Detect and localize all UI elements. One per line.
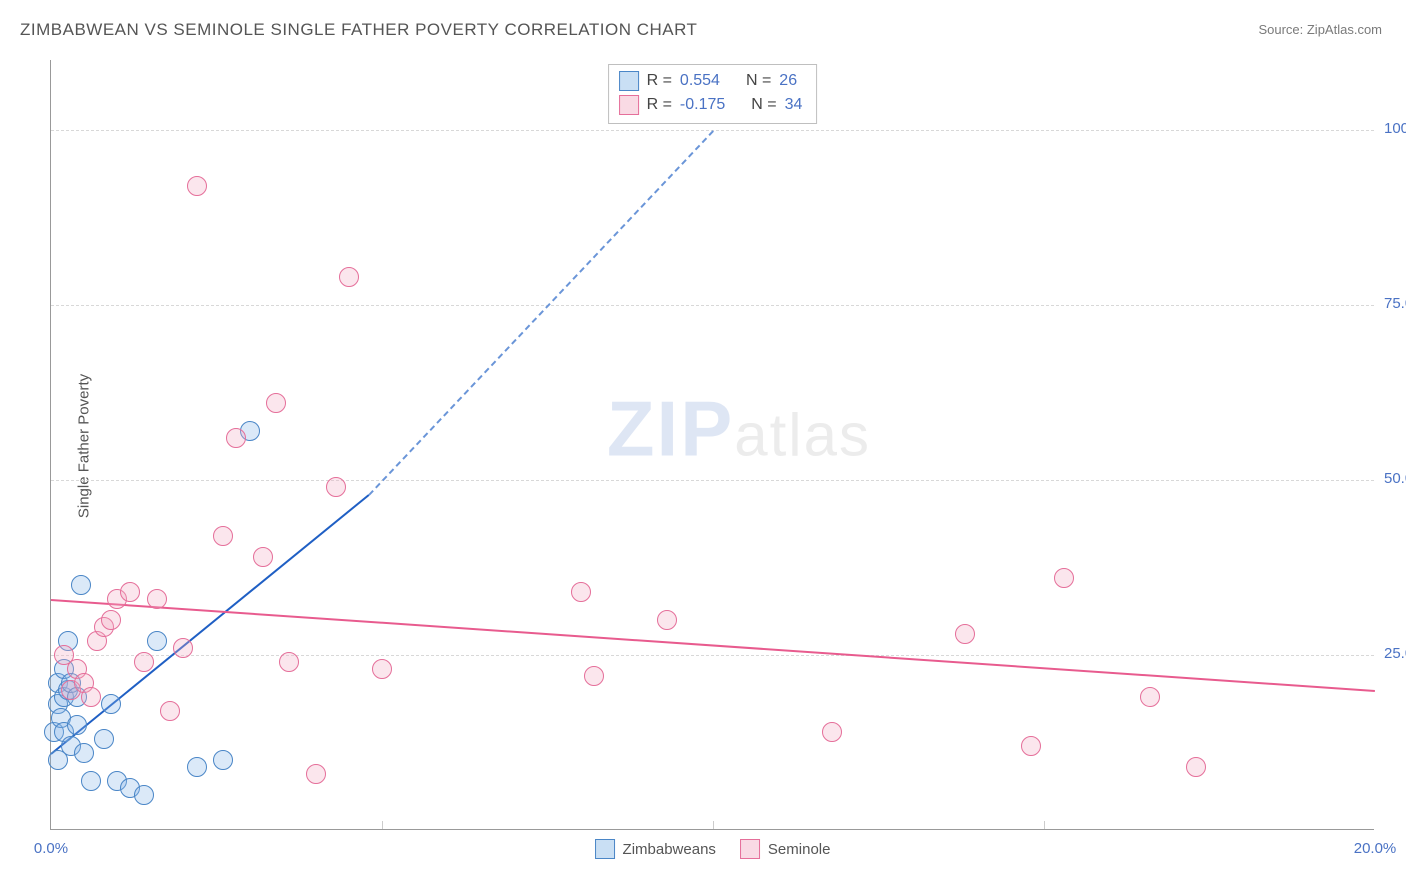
y-tick-label: 75.0%: [1384, 295, 1406, 312]
legend-label: Seminole: [768, 841, 831, 858]
stat-r-value: 0.554: [680, 69, 720, 93]
gridline: [51, 655, 1374, 656]
data-point: [266, 393, 286, 413]
data-point: [306, 764, 326, 784]
data-point: [253, 547, 273, 567]
chart-title: ZIMBABWEAN VS SEMINOLE SINGLE FATHER POV…: [20, 20, 697, 40]
data-point: [81, 771, 101, 791]
data-point: [67, 715, 87, 735]
source-label: Source: ZipAtlas.com: [1258, 22, 1382, 37]
x-minor-tick: [382, 821, 383, 829]
data-point: [1186, 757, 1206, 777]
stat-n-label: N =: [746, 69, 771, 93]
stat-n-value: 26: [779, 69, 797, 93]
data-point: [955, 624, 975, 644]
stat-r-label: R =: [647, 69, 672, 93]
swatch-icon: [740, 839, 760, 859]
watermark: ZIPatlas: [607, 384, 871, 475]
data-point: [134, 652, 154, 672]
stats-row: R = -0.175 N = 34: [619, 93, 803, 117]
data-point: [279, 652, 299, 672]
data-point: [1021, 736, 1041, 756]
data-point: [1140, 687, 1160, 707]
data-point: [160, 701, 180, 721]
data-point: [187, 176, 207, 196]
data-point: [120, 582, 140, 602]
data-point: [173, 638, 193, 658]
data-point: [584, 666, 604, 686]
stat-n-label: N =: [751, 93, 776, 117]
x-minor-tick: [1044, 821, 1045, 829]
data-point: [94, 729, 114, 749]
data-point: [101, 610, 121, 630]
legend-item: Seminole: [740, 839, 831, 859]
data-point: [326, 477, 346, 497]
y-tick-label: 25.0%: [1384, 645, 1406, 662]
data-point: [226, 428, 246, 448]
gridline: [51, 480, 1374, 481]
data-point: [81, 687, 101, 707]
stat-r-label: R =: [647, 93, 672, 117]
watermark-part2: atlas: [734, 402, 871, 469]
y-tick-label: 50.0%: [1384, 470, 1406, 487]
data-point: [74, 743, 94, 763]
watermark-part1: ZIP: [607, 385, 734, 473]
data-point: [187, 757, 207, 777]
data-point: [372, 659, 392, 679]
trend-line: [368, 130, 714, 495]
y-tick-label: 100.0%: [1384, 120, 1406, 137]
x-tick-label: 20.0%: [1354, 840, 1397, 857]
gridline: [51, 305, 1374, 306]
data-point: [101, 694, 121, 714]
data-point: [213, 750, 233, 770]
data-point: [822, 722, 842, 742]
bottom-legend: Zimbabweans Seminole: [595, 839, 831, 859]
trend-line: [51, 599, 1375, 692]
swatch-icon: [619, 71, 639, 91]
swatch-icon: [595, 839, 615, 859]
data-point: [134, 785, 154, 805]
plot-area: ZIPatlas R = 0.554 N = 26 R = -0.175 N =…: [50, 60, 1374, 830]
legend-item: Zimbabweans: [595, 839, 716, 859]
data-point: [213, 526, 233, 546]
data-point: [147, 589, 167, 609]
data-point: [657, 610, 677, 630]
data-point: [1054, 568, 1074, 588]
x-minor-tick: [713, 821, 714, 829]
legend-label: Zimbabweans: [623, 841, 716, 858]
data-point: [339, 267, 359, 287]
data-point: [71, 575, 91, 595]
stats-box: R = 0.554 N = 26 R = -0.175 N = 34: [608, 64, 818, 124]
stats-row: R = 0.554 N = 26: [619, 69, 803, 93]
x-tick-label: 0.0%: [34, 840, 68, 857]
data-point: [147, 631, 167, 651]
stat-r-value: -0.175: [680, 93, 725, 117]
data-point: [571, 582, 591, 602]
stat-n-value: 34: [785, 93, 803, 117]
swatch-icon: [619, 95, 639, 115]
